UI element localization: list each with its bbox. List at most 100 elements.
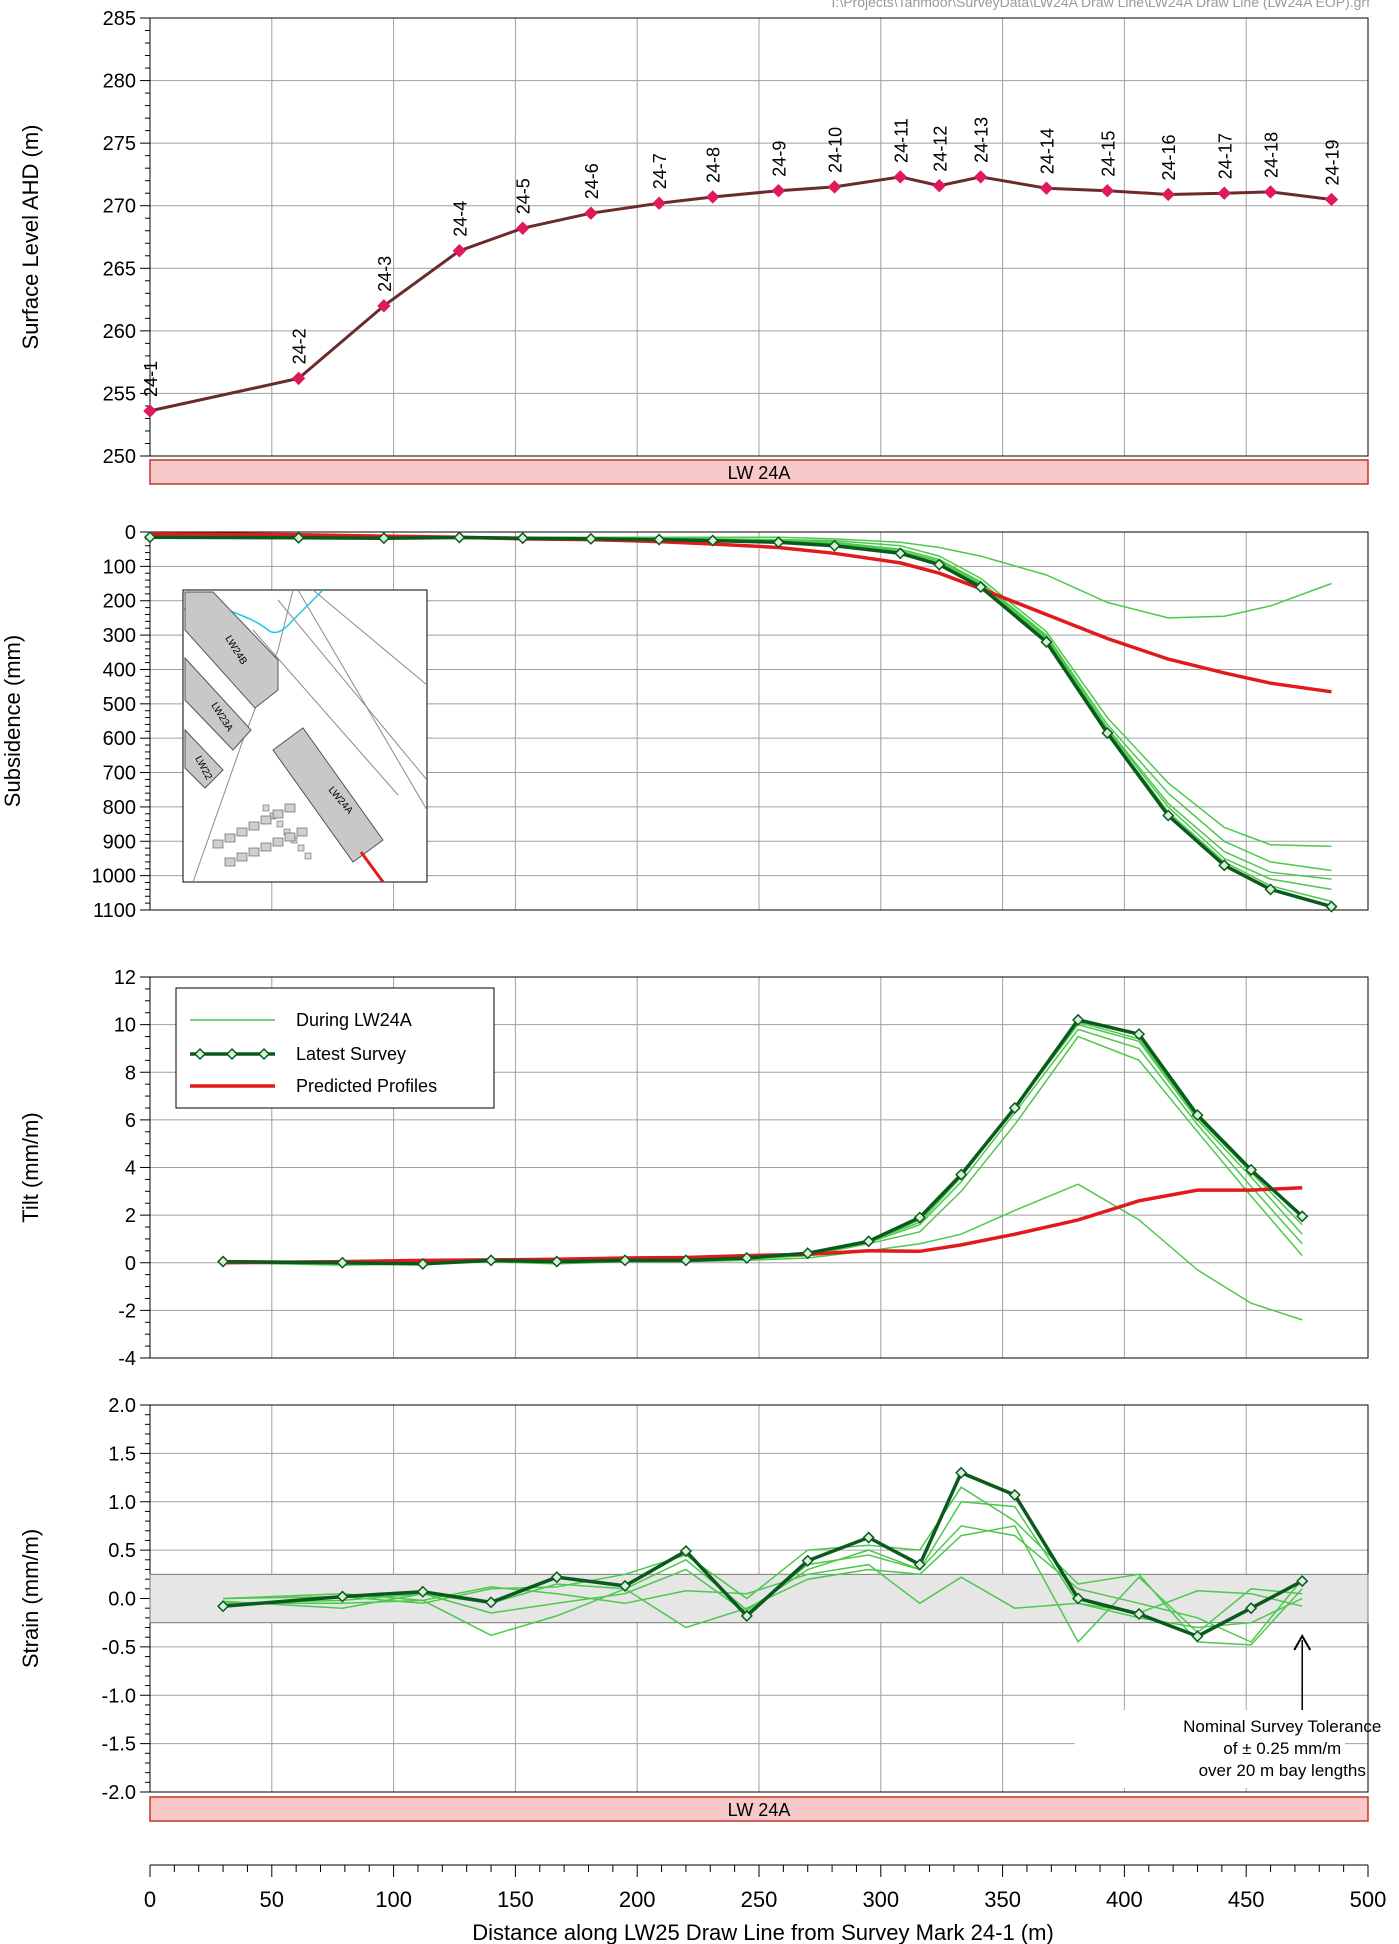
inset-road bbox=[252, 629, 399, 796]
y-tick-label: -1.5 bbox=[102, 1734, 136, 1756]
tilt-latest-point bbox=[955, 1168, 968, 1181]
x-tick-label: 50 bbox=[260, 1887, 284, 1912]
y-tick-label: 12 bbox=[114, 967, 136, 989]
tolerance-note-line1: Nominal Survey Tolerance bbox=[1183, 1717, 1381, 1736]
survey-mark-label: 24-1 bbox=[141, 361, 161, 397]
y-tick-label: 250 bbox=[103, 446, 136, 468]
legend-box bbox=[175, 987, 495, 1109]
y-tick-label: 4 bbox=[125, 1158, 136, 1180]
inset-building bbox=[248, 821, 260, 831]
y-axis-title: Strain (mm/m) bbox=[18, 1529, 43, 1668]
strain-during-line bbox=[223, 1563, 1303, 1614]
strain-latest-point bbox=[913, 1558, 926, 1571]
tolerance-arrow-head bbox=[1293, 1633, 1312, 1651]
y-tick-label: 200 bbox=[103, 591, 136, 613]
y-tick-label: 280 bbox=[103, 71, 136, 93]
surface-point bbox=[584, 206, 598, 220]
legend bbox=[175, 987, 495, 1109]
longwall-label: LW 24A bbox=[728, 463, 791, 483]
subsidence-latest-point bbox=[1218, 859, 1231, 872]
inset-building bbox=[297, 844, 305, 852]
tilt-latest-point bbox=[801, 1247, 814, 1260]
strain-latest-point bbox=[550, 1571, 563, 1584]
y-tick-label: 285 bbox=[103, 8, 136, 30]
y-tick-label: 700 bbox=[103, 763, 136, 785]
panel-frame bbox=[149, 531, 1369, 911]
survey-mark-label: 24-10 bbox=[826, 127, 846, 173]
legend-latest-marker bbox=[193, 1047, 207, 1061]
legend-latest-label: Latest Survey bbox=[296, 1044, 406, 1064]
y-axis-title: Tilt (mm/m) bbox=[18, 1112, 43, 1222]
y-axis-title: Surface Level AHD (m) bbox=[18, 125, 43, 350]
y-tick-label: 6 bbox=[125, 1110, 136, 1132]
y-tick-label: 1.0 bbox=[108, 1492, 136, 1514]
y-tick-label: 270 bbox=[103, 196, 136, 218]
tilt-latest-point bbox=[1072, 1013, 1085, 1026]
subsidence-latest-point bbox=[1101, 726, 1114, 740]
survey-mark-label: 24-4 bbox=[450, 201, 470, 237]
tilt-during-line bbox=[223, 1183, 1303, 1321]
y-tick-label: 10 bbox=[114, 1015, 136, 1037]
y-tick-label: -1.0 bbox=[102, 1685, 136, 1707]
x-tick-label: 350 bbox=[984, 1887, 1021, 1912]
strain-latest-point bbox=[740, 1609, 753, 1622]
inset-building bbox=[296, 827, 308, 837]
subsidence-latest-point bbox=[143, 531, 157, 544]
y-tick-label: 265 bbox=[103, 258, 136, 280]
surface-point bbox=[771, 183, 786, 198]
y-tick-label: 0 bbox=[125, 1253, 136, 1275]
inset-road bbox=[297, 590, 427, 811]
file-path-label: I:\Projects\Tahmoor\SurveyData\LW24A Dra… bbox=[831, 0, 1370, 10]
y-tick-label: 2.0 bbox=[108, 1395, 136, 1417]
x-axis-title: Distance along LW25 Draw Line from Surve… bbox=[472, 1920, 1054, 1944]
strain-latest-point bbox=[1008, 1488, 1021, 1502]
surface-point bbox=[706, 190, 720, 204]
subsidence-latest-point bbox=[1162, 809, 1175, 822]
x-tick-label: 450 bbox=[1228, 1887, 1265, 1912]
survey-mark-label: 24-7 bbox=[650, 153, 670, 189]
longwall-bar bbox=[149, 459, 1369, 485]
y-tick-label: -4 bbox=[118, 1348, 136, 1370]
inset-road bbox=[312, 590, 427, 686]
tilt-predicted-line bbox=[223, 1185, 1303, 1265]
strain-latest-point bbox=[217, 1600, 230, 1613]
x-tick-label: 400 bbox=[1106, 1887, 1143, 1912]
tilt-latest-point bbox=[1191, 1109, 1204, 1122]
strain-latest-point bbox=[679, 1545, 692, 1558]
inset-building bbox=[224, 857, 236, 867]
surface-point bbox=[1217, 186, 1231, 200]
y-tick-label: 8 bbox=[125, 1062, 136, 1084]
surface-point bbox=[652, 196, 666, 210]
y-tick-label: 1.5 bbox=[108, 1443, 136, 1465]
survey-mark-label: 24-3 bbox=[375, 256, 395, 292]
x-tick-label: 250 bbox=[741, 1887, 778, 1912]
inset-building bbox=[272, 837, 284, 847]
subsidence-latest-point bbox=[933, 558, 946, 571]
survey-mark-label: 24-13 bbox=[972, 117, 992, 163]
inset-panel-lw24b bbox=[184, 591, 279, 709]
survey-mark-label: 24-6 bbox=[582, 163, 602, 199]
survey-mark-label: 24-9 bbox=[769, 141, 789, 177]
tilt-latest-point bbox=[913, 1211, 926, 1224]
subsidence-latest-point bbox=[292, 531, 305, 544]
legend-predicted-label: Predicted Profiles bbox=[296, 1076, 437, 1096]
surface-point bbox=[932, 178, 946, 193]
surface-point bbox=[377, 299, 391, 313]
tolerance-note-line2: of ± 0.25 mm/m bbox=[1223, 1739, 1341, 1758]
y-tick-label: 400 bbox=[103, 659, 136, 681]
survey-mark-label: 24-2 bbox=[290, 328, 310, 364]
tolerance-note-bg bbox=[1075, 1710, 1345, 1788]
strain-latest-point bbox=[955, 1466, 968, 1479]
subsidence-latest-point bbox=[706, 534, 719, 547]
survey-mark-label: 24-16 bbox=[1159, 134, 1179, 180]
y-tick-label: 800 bbox=[103, 797, 136, 819]
survey-mark-label: 24-15 bbox=[1098, 131, 1118, 177]
survey-mark-label: 24-12 bbox=[930, 126, 950, 172]
tilt-latest-line bbox=[223, 1017, 1304, 1266]
y-tick-label: 100 bbox=[103, 556, 136, 578]
inset-building bbox=[304, 852, 312, 860]
subsidence-latest-point bbox=[772, 536, 785, 549]
